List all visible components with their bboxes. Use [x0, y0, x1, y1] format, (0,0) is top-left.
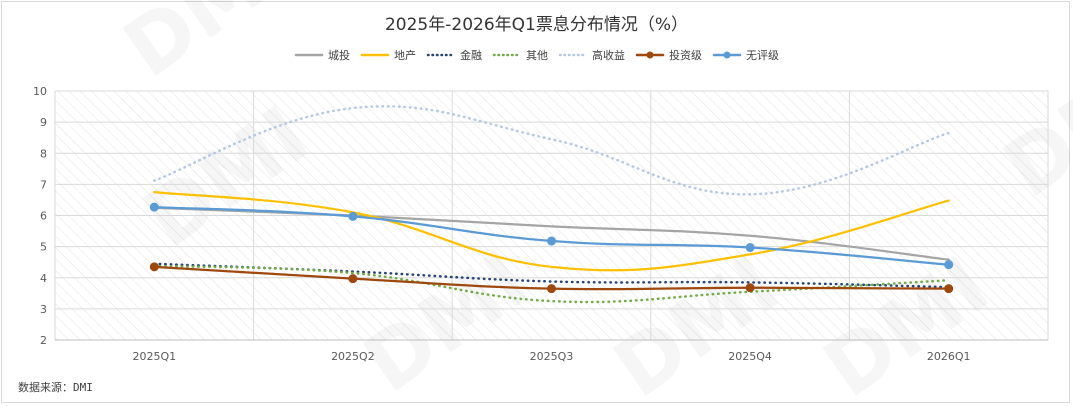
y-tick-label: 7 — [40, 178, 47, 191]
data-point — [149, 202, 159, 212]
y-tick-label: 6 — [40, 210, 47, 223]
x-tick-label: 2025Q3 — [530, 350, 574, 363]
legend-label: 地产 — [394, 49, 416, 62]
data-point — [348, 274, 358, 284]
y-tick-label: 8 — [40, 147, 47, 160]
legend-item: 金融 — [426, 47, 482, 63]
x-tick-label: 2026Q1 — [927, 350, 971, 363]
legend-label: 投资级 — [669, 49, 702, 62]
x-tick-label: 2025Q2 — [331, 350, 375, 363]
legend-swatch — [294, 53, 324, 57]
legend-item: 高收益 — [558, 47, 625, 63]
source-note: 数据来源：DMI — [18, 381, 93, 394]
data-point — [149, 262, 159, 272]
series-line — [153, 105, 950, 196]
legend-item: 地产 — [360, 47, 416, 63]
legend-label: 城投 — [328, 49, 350, 62]
y-tick-label: 4 — [40, 272, 47, 285]
y-tick-label: 2 — [40, 334, 47, 347]
data-point — [547, 236, 556, 246]
data-point — [547, 284, 556, 294]
series-7 — [149, 202, 954, 270]
data-point — [745, 243, 755, 253]
legend-swatch — [558, 53, 588, 57]
y-tick-label: 9 — [40, 116, 47, 129]
chart-legend: 城投 地产 金融 其他 高收益 投资级 无评级 — [0, 47, 1073, 63]
legend-item: 城投 — [294, 47, 350, 63]
series-5 — [153, 105, 950, 196]
y-tick-label: 3 — [40, 303, 47, 316]
series-2 — [153, 191, 950, 272]
legend-swatch — [712, 51, 742, 59]
data-point — [944, 260, 954, 270]
legend-item: 其他 — [492, 47, 548, 63]
y-tick-label: 10 — [33, 85, 47, 98]
legend-swatch — [360, 53, 390, 57]
y-tick-label: 5 — [40, 241, 47, 254]
legend-label: 无评级 — [746, 49, 779, 62]
data-point — [944, 284, 954, 294]
x-tick-label: 2025Q4 — [728, 350, 772, 363]
watermark-text: DMI — [108, 0, 305, 96]
legend-item: 投资级 — [635, 47, 702, 63]
legend-label: 金融 — [460, 49, 482, 62]
data-point — [745, 283, 755, 293]
chart-title: 2025年-2026年Q1票息分布情况（%） — [384, 15, 688, 35]
series-line — [153, 191, 950, 272]
series-6 — [149, 262, 954, 294]
data-point — [348, 211, 358, 221]
legend-item: 无评级 — [712, 47, 779, 63]
legend-swatch — [492, 53, 522, 57]
x-tick-label: 2025Q1 — [132, 350, 176, 363]
legend-swatch — [635, 51, 665, 59]
legend-swatch — [426, 53, 456, 57]
legend-label: 其他 — [526, 49, 548, 62]
legend-label: 高收益 — [592, 49, 625, 62]
